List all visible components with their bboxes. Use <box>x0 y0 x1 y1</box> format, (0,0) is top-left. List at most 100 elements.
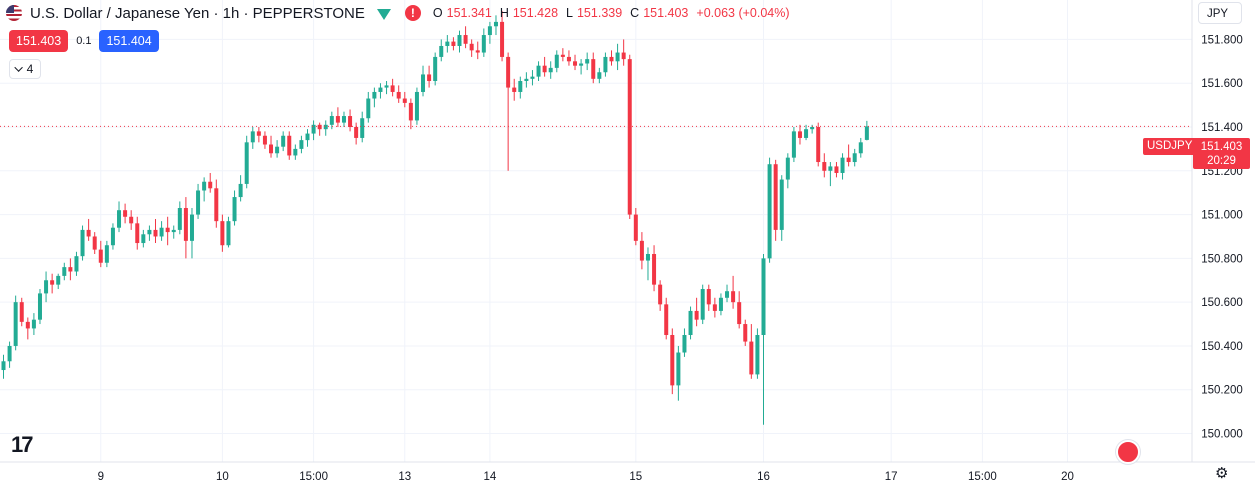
candle <box>712 297 717 318</box>
x-tick-label: 15:00 <box>299 471 328 483</box>
candle-body <box>457 35 462 46</box>
candle-body <box>177 208 182 230</box>
candle-body <box>469 43 474 51</box>
candle-body <box>816 126 821 163</box>
candle <box>269 135 274 158</box>
time-axis[interactable]: 9 10 15:00 13 14 15 16 17 15:00 20 <box>98 471 1074 483</box>
candle <box>427 65 432 88</box>
candle-body <box>269 144 274 154</box>
currency-selector[interactable]: JPY <box>1198 2 1242 24</box>
chevron-down-icon <box>13 63 23 72</box>
tradingview-logo-icon[interactable]: 17 <box>11 432 34 457</box>
candle-body <box>804 129 809 138</box>
x-tick-label: 20 <box>1061 471 1074 483</box>
candle <box>396 85 401 103</box>
candle <box>700 284 705 325</box>
y-tick-label: 150.000 <box>1201 429 1243 441</box>
candle <box>317 122 322 136</box>
candle-body <box>542 65 547 73</box>
price-axis[interactable]: 150.000 150.200 150.400 150.600 150.800 151.0… <box>1201 34 1243 440</box>
candle <box>536 61 541 82</box>
candle-body <box>202 181 207 191</box>
candle-body <box>548 67 553 73</box>
sell-button[interactable]: 151.403 <box>9 30 69 52</box>
candle-body <box>566 56 571 62</box>
candle-body <box>56 275 61 285</box>
last-price-value: 151.403 <box>1200 141 1243 153</box>
candle <box>372 87 377 108</box>
candle <box>92 232 97 254</box>
candle <box>779 175 784 241</box>
buy-button[interactable]: 151.404 <box>99 30 159 52</box>
candle-body <box>591 59 596 79</box>
candle <box>414 87 419 125</box>
candle <box>785 153 790 189</box>
candle <box>773 159 778 241</box>
candle-body <box>773 164 778 230</box>
candle <box>293 144 298 160</box>
candle <box>804 124 809 141</box>
x-tick-label: 16 <box>757 471 770 483</box>
candle <box>749 324 754 379</box>
candle <box>609 50 614 66</box>
candle <box>335 107 340 127</box>
bookmark-flag-icon[interactable] <box>376 8 391 20</box>
candle-body <box>31 319 36 329</box>
candle <box>737 291 742 329</box>
candle-body <box>615 52 620 62</box>
candle <box>7 341 12 368</box>
candle-body <box>627 59 632 215</box>
candle <box>232 190 237 226</box>
candle <box>123 203 128 224</box>
candle-body <box>262 135 267 145</box>
candle <box>86 218 91 241</box>
alert-icon[interactable]: ! <box>404 5 421 21</box>
close-label: C <box>630 6 640 20</box>
candle <box>451 37 456 51</box>
candle-body <box>196 190 201 215</box>
candle-body <box>19 302 24 322</box>
candle <box>238 175 243 202</box>
candle <box>542 56 547 77</box>
candle-body <box>621 52 626 60</box>
candle-body <box>451 41 456 46</box>
candle-body <box>74 256 79 272</box>
symbol-title[interactable]: U.S. Dollar / Japanese Yen · 1h · PEPPER… <box>30 4 365 22</box>
bar-countdown: 20:29 <box>1207 155 1236 167</box>
candle-body <box>554 54 559 68</box>
candle-body <box>378 87 383 92</box>
candle <box>80 225 85 261</box>
candle <box>37 289 42 325</box>
candle-body <box>37 293 42 320</box>
candle <box>603 52 608 77</box>
candle-body <box>536 65 541 77</box>
candle-body <box>104 245 109 263</box>
x-tick-label: 10 <box>216 471 229 483</box>
candle-body <box>25 321 30 329</box>
candle-body <box>68 267 73 272</box>
candle <box>816 122 821 167</box>
candle-body <box>700 289 705 320</box>
candle <box>761 253 766 425</box>
candle <box>135 216 140 250</box>
candle <box>244 135 249 189</box>
candle-body <box>755 335 760 375</box>
candle <box>408 98 413 130</box>
candle <box>615 43 620 71</box>
candle-body <box>256 131 261 136</box>
candle-body <box>737 302 742 325</box>
candle <box>639 232 644 270</box>
gear-icon[interactable]: ⚙ <box>1215 465 1229 482</box>
candle-body <box>427 74 432 82</box>
candle-body <box>840 157 845 173</box>
us-economic-event-icon[interactable] <box>1116 440 1140 464</box>
candle-body <box>183 208 188 241</box>
candle-body <box>524 78 529 82</box>
candle <box>98 240 103 268</box>
indicators-toggle[interactable]: 4 <box>9 59 41 79</box>
candle-body <box>670 335 675 386</box>
candle <box>591 52 596 84</box>
candle-body <box>421 74 426 92</box>
candle-body <box>329 116 334 125</box>
